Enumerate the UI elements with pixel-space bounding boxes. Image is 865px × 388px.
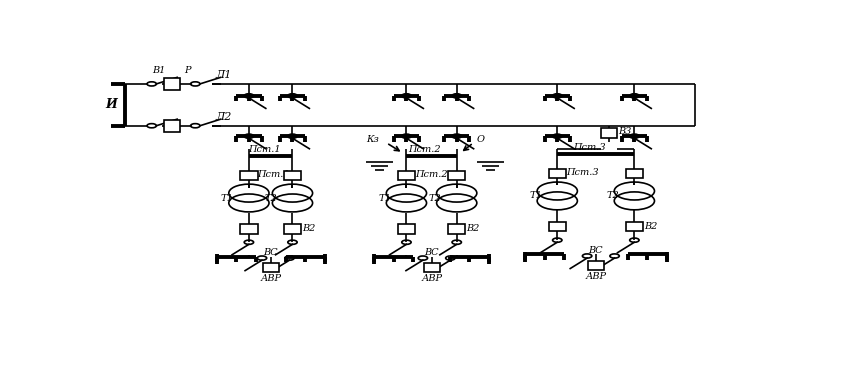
Bar [625,169,643,178]
Bar [398,224,415,234]
Bar [448,171,465,180]
Text: И: И [106,98,118,111]
Text: Т2: Т2 [428,194,441,203]
Text: Т2: Т2 [265,194,277,203]
Text: Л1: Л1 [215,70,232,80]
Text: В3: В3 [618,126,631,136]
Text: Пст.3: Пст.3 [566,168,599,177]
Bar [548,222,566,232]
Bar [625,222,643,232]
Text: Кз: Кз [366,135,379,144]
Text: Л2: Л2 [215,113,232,122]
Bar [424,263,439,272]
Text: Пст.1: Пст.1 [258,170,291,178]
Bar [284,171,301,180]
Bar [263,263,279,272]
Text: Р: Р [184,66,190,75]
Bar [588,262,604,270]
Text: Т1: Т1 [529,191,541,201]
Text: Т1: Т1 [221,194,234,203]
Text: ВС: ВС [424,248,439,256]
Text: Пст.3: Пст.3 [573,143,605,152]
Text: О: О [477,135,484,144]
Text: В2: В2 [302,224,315,233]
Text: АВР: АВР [586,272,606,281]
Text: АВР: АВР [260,274,281,284]
Bar [163,78,180,90]
Bar [284,224,301,234]
Bar [398,171,415,180]
Bar [601,128,618,138]
Text: Пст.2: Пст.2 [415,170,448,178]
Bar [240,224,258,234]
Text: Пст.1: Пст.1 [247,145,280,154]
Text: ВС: ВС [588,246,603,255]
Text: Т2: Т2 [606,191,619,201]
Bar [548,169,566,178]
Bar [240,171,258,180]
Text: В2: В2 [466,224,479,233]
Text: В2: В2 [644,222,657,231]
Text: В1: В1 [151,66,165,75]
Bar [448,224,465,234]
Text: Пст.2: Пст.2 [408,145,441,154]
Text: Т1: Т1 [378,194,391,203]
Text: АВР: АВР [421,274,442,284]
Text: ВС: ВС [263,248,278,256]
Bar [163,120,180,132]
